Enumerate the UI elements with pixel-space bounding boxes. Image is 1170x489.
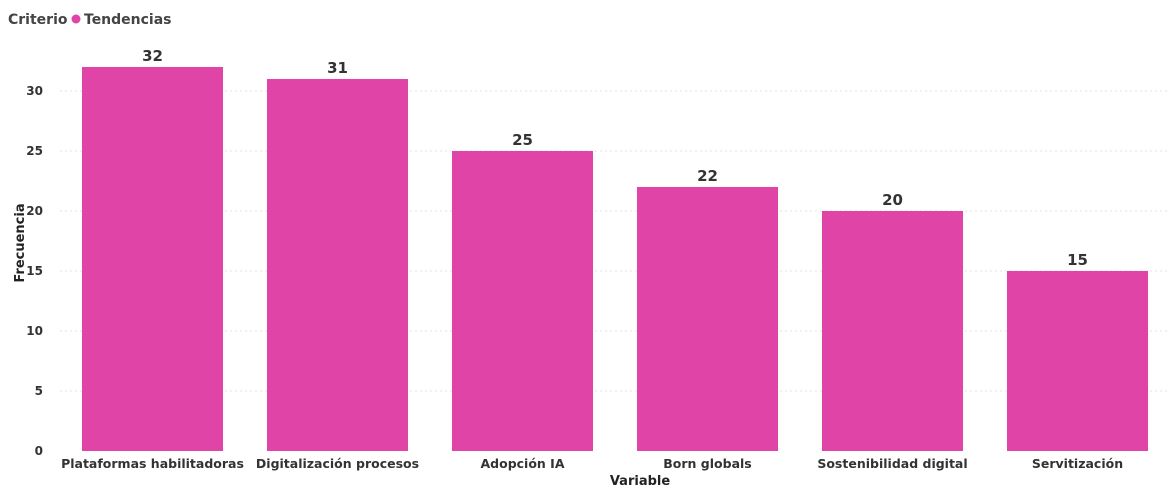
y-tick-label: 10 (26, 324, 43, 338)
y-tick-label: 25 (26, 144, 43, 158)
data-label: 20 (882, 191, 903, 209)
data-label: 25 (512, 131, 533, 149)
x-tick-label: Born globals (663, 456, 751, 471)
gridlines (60, 90, 1170, 392)
y-axis-title: Frecuencia (13, 203, 28, 282)
legend-swatch (71, 14, 81, 24)
bar (637, 187, 778, 451)
bar (1007, 271, 1148, 451)
data-label: 32 (142, 47, 163, 65)
y-tick-label: 30 (26, 84, 43, 98)
data-label: 31 (327, 59, 348, 77)
y-tick-label: 5 (35, 384, 43, 398)
data-label: 22 (697, 167, 718, 185)
x-tick-label: Adopción IA (480, 456, 564, 471)
legend-entry: Tendencias (84, 12, 172, 28)
x-tick-label: Plataformas habilitadoras (61, 456, 244, 471)
y-tick-label: 15 (26, 264, 43, 278)
x-tick-label: Digitalización procesos (256, 456, 419, 471)
bar (82, 67, 223, 451)
bar (452, 151, 593, 451)
bar (822, 211, 963, 451)
bar (267, 79, 408, 451)
legend-title: Criterio (8, 12, 68, 28)
y-tick-label: 0 (35, 444, 43, 458)
data-labels: 32 31 25 22 20 15 (142, 47, 1088, 269)
x-axis-ticks: Plataformas habilitadoras Digitalización … (61, 456, 1123, 471)
x-tick-label: Sostenibilidad digital (817, 456, 967, 471)
legend: Criterio Tendencias (8, 12, 172, 28)
x-tick-label: Servitización (1032, 456, 1123, 471)
bars (82, 67, 1148, 451)
data-label: 15 (1067, 251, 1088, 269)
y-axis-ticks: 0 5 10 15 20 25 30 (26, 84, 43, 458)
x-axis-title: Variable (610, 474, 671, 489)
y-tick-label: 20 (26, 204, 43, 218)
